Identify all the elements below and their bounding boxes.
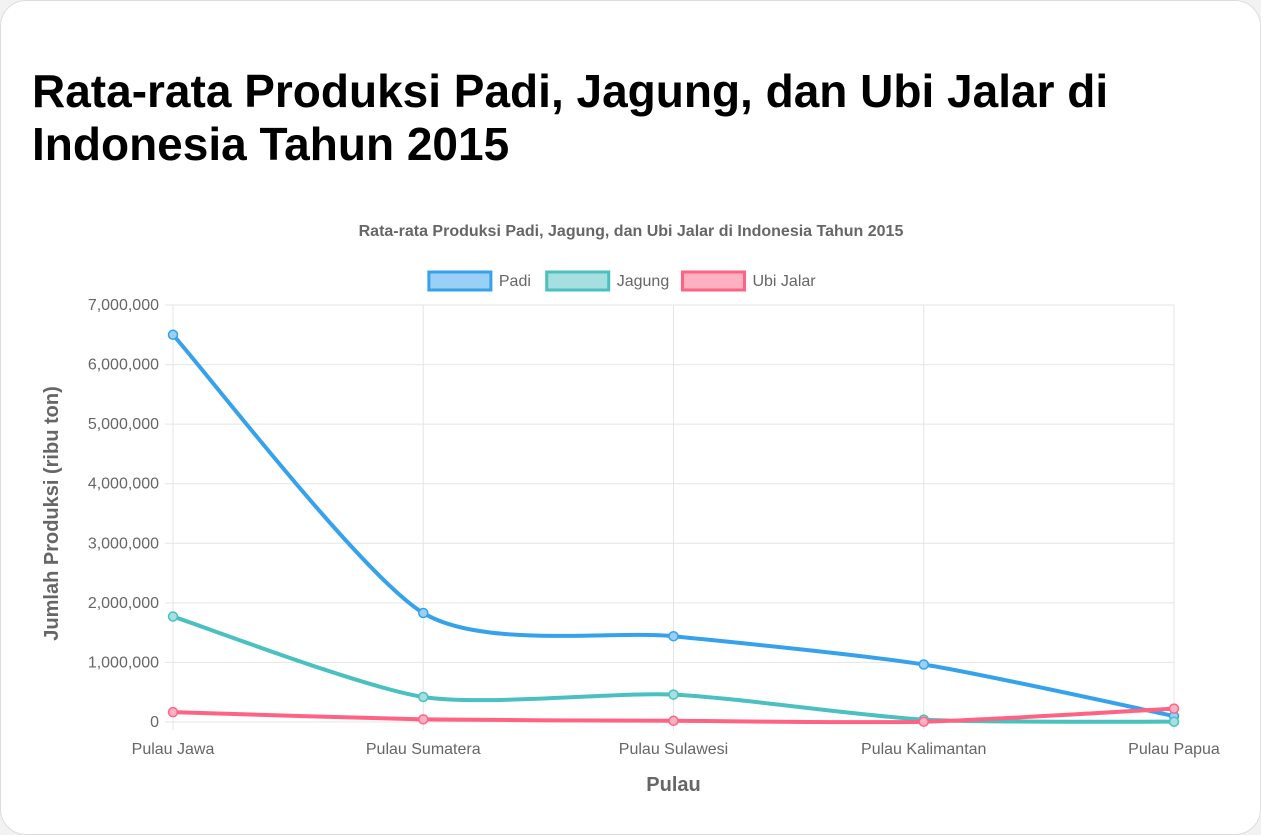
x-tick-label: Pulau Sulawesi (619, 741, 728, 758)
legend-label: Padi (499, 273, 531, 290)
data-point-padi (418, 607, 429, 619)
legend-item-padi: Padi (427, 270, 531, 292)
x-axis-title: Pulau (646, 774, 700, 796)
y-tick-label: 0 (150, 714, 159, 731)
chart-title: Rata-rata Produksi Padi, Jagung, dan Ubi… (359, 223, 904, 240)
x-tick-label: Pulau Kalimantan (861, 741, 986, 758)
y-axis-ticks: 0 1,000,000 2,000,000 3,000,000 4,000,000 5,0… (88, 297, 159, 731)
y-tick-label: 3,000,000 (88, 535, 159, 552)
data-point-ubi-jalar (918, 716, 929, 727)
data-point-ubi-jalar (167, 706, 179, 718)
legend-item-ubi-jalar: Ubi Jalar (680, 270, 816, 292)
x-axis-ticks: Pulau Jawa Pulau Sumatera Pulau Sulawesi Pu… (132, 741, 1220, 758)
y-axis-title: Jumlah Produksi (ribu ton) (41, 386, 63, 640)
data-point-ubi-jalar (668, 715, 679, 727)
legend-label: Jagung (617, 273, 670, 290)
x-tick-label: Pulau Jawa (132, 741, 215, 758)
series-ubi-jalar (167, 703, 1180, 727)
chart-legend: Padi Jagung Ubi Jalar (427, 270, 816, 292)
data-point-jagung (418, 691, 429, 703)
series-padi (167, 329, 1180, 722)
x-tick-label: Pulau Papua (1128, 741, 1220, 758)
chart-series (167, 329, 1180, 727)
y-tick-label: 4,000,000 (88, 476, 159, 493)
page-title: Rata-rata Produksi Padi, Jagung, dan Ubi… (32, 65, 1109, 170)
data-point-jagung (167, 611, 179, 622)
data-point-ubi-jalar (1168, 703, 1180, 714)
legend-label: Ubi Jalar (752, 273, 816, 290)
x-tick-label: Pulau Sumatera (366, 741, 481, 758)
data-point-jagung (1168, 716, 1180, 727)
y-tick-label: 1,000,000 (88, 654, 159, 671)
data-point-padi (668, 630, 679, 642)
series-line-padi (171, 332, 1176, 719)
data-point-jagung (668, 689, 679, 700)
legend-swatch (545, 270, 611, 292)
data-point-padi (918, 659, 929, 670)
chart-grid (165, 304, 1175, 730)
legend-swatch (680, 270, 746, 292)
y-tick-label: 2,000,000 (88, 595, 159, 612)
y-tick-label: 5,000,000 (88, 416, 159, 433)
data-point-padi (167, 329, 179, 341)
data-point-ubi-jalar (418, 714, 429, 725)
legend-item-jagung: Jagung (545, 270, 670, 292)
y-tick-label: 7,000,000 (88, 297, 159, 314)
y-tick-label: 6,000,000 (88, 357, 159, 374)
legend-swatch (427, 270, 493, 292)
